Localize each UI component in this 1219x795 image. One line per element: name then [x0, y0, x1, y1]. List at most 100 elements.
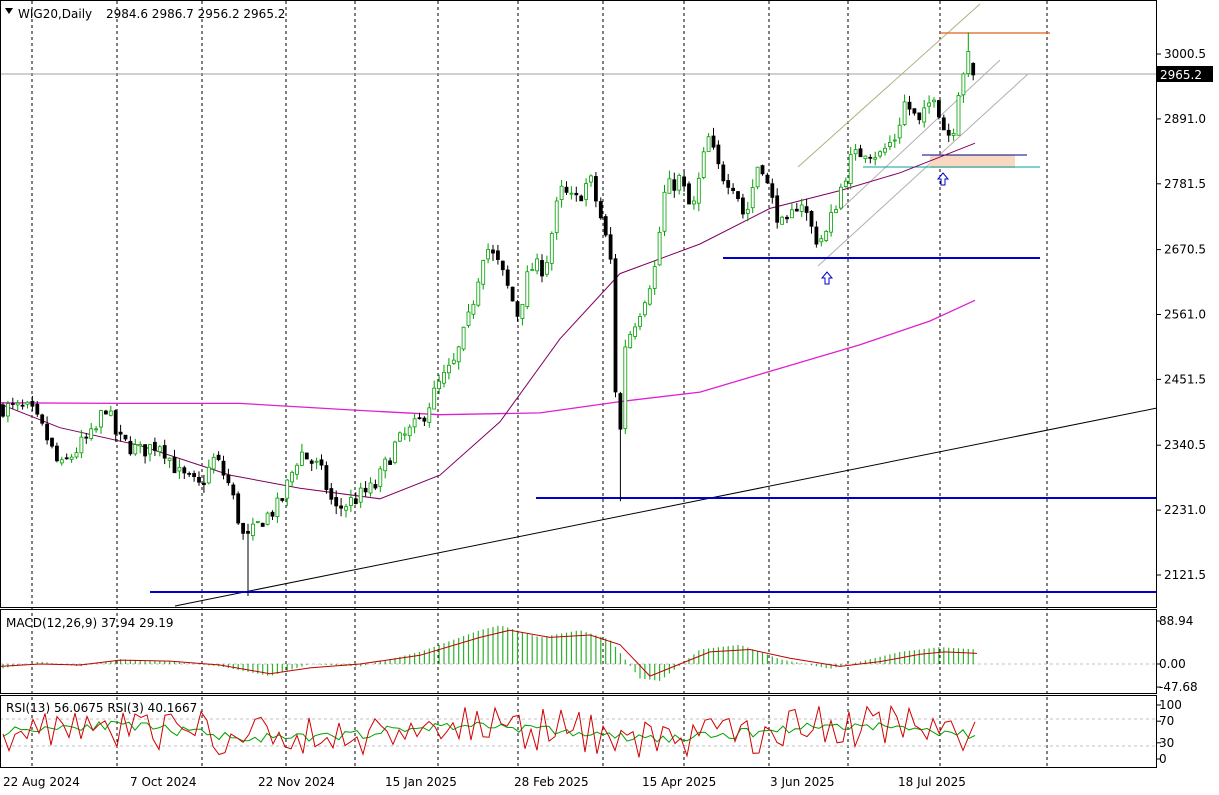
- candle-body: [564, 186, 569, 193]
- macd-signal-line: [0, 629, 978, 677]
- up-arrow-icon: [936, 172, 950, 186]
- candle-body: [500, 260, 505, 271]
- candle-body: [84, 436, 89, 439]
- candle-body: [922, 107, 927, 123]
- candle-body: [466, 311, 471, 326]
- candle-body: [628, 333, 633, 349]
- candle-body: [834, 209, 838, 214]
- candle-body: [59, 459, 64, 464]
- candle-body: [246, 530, 250, 534]
- candle-body: [770, 183, 775, 198]
- fast-moving-average: [0, 142, 976, 500]
- candle-body: [594, 176, 598, 202]
- candle-body: [64, 457, 69, 460]
- price-tick-label: 2451.5: [1164, 372, 1206, 386]
- candle-body: [108, 410, 113, 416]
- main-price-panel: WIG20,Daily 2984.6 2986.7 2956.2 2965.2: [0, 3, 1158, 607]
- candle-body: [966, 51, 971, 75]
- candle-body: [603, 216, 608, 236]
- candle-body: [613, 258, 618, 393]
- candle-body: [167, 457, 172, 461]
- candle-body: [456, 346, 461, 363]
- candle-body: [873, 157, 878, 160]
- candle-body: [69, 456, 74, 460]
- candle-body: [45, 423, 49, 441]
- candle-body: [941, 117, 946, 131]
- candle-body: [574, 192, 579, 196]
- candle-body: [295, 464, 299, 475]
- candle-body: [956, 95, 961, 136]
- candle-body: [123, 434, 128, 440]
- candle-body: [486, 249, 491, 260]
- candle-body: [148, 444, 152, 455]
- candle-body: [99, 410, 103, 428]
- candle-body: [79, 436, 84, 454]
- candle-body: [760, 165, 765, 175]
- candle-body: [804, 206, 809, 213]
- candle-body: [839, 186, 843, 209]
- candle-body: [20, 404, 25, 407]
- candle-body: [888, 142, 892, 147]
- candle-body: [829, 212, 833, 233]
- price-tick-label: 2891.0: [1164, 112, 1206, 126]
- candle-body: [647, 288, 652, 305]
- macd-tick-label: 88.94: [1159, 614, 1193, 628]
- candle-body: [138, 444, 143, 447]
- candle-body: [515, 301, 520, 317]
- candle-body: [221, 460, 226, 476]
- price-tick-label: 2121.5: [1164, 568, 1206, 582]
- candle-body: [407, 426, 412, 437]
- candle-body: [549, 233, 554, 264]
- candle-body: [324, 465, 329, 491]
- price-tick-label: 2561.0: [1164, 308, 1206, 322]
- candle-body: [35, 403, 40, 415]
- candle-body: [329, 488, 334, 500]
- candle-body: [927, 102, 931, 107]
- candle-body: [868, 156, 873, 159]
- candle-body: [809, 211, 814, 227]
- candle-body: [520, 303, 525, 319]
- date-label: 18 Jul 2025: [898, 775, 966, 789]
- candle-body: [241, 522, 246, 534]
- collapse-triangle-icon[interactable]: [5, 8, 13, 14]
- macd-panel: MACD(12,26,9) 37.94 29.19: [0, 616, 1157, 681]
- candle-body: [40, 414, 45, 424]
- candle-body: [652, 266, 657, 289]
- candle-body: [314, 460, 319, 463]
- candle-body: [505, 269, 510, 286]
- price-tick-label: 2670.5: [1164, 243, 1206, 257]
- candle-body: [897, 124, 902, 139]
- candle-body: [902, 101, 907, 125]
- candle-body: [378, 468, 383, 487]
- candle-body: [442, 372, 446, 384]
- candle-body: [799, 204, 804, 212]
- candle-body: [451, 359, 456, 364]
- candle-body: [657, 231, 662, 266]
- candle-body: [25, 401, 30, 405]
- candle-body: [721, 164, 726, 182]
- rsi-axis: 100 70 30 0: [1157, 698, 1182, 766]
- macd-tick-label: -47.68: [1159, 680, 1198, 694]
- date-label: 3 Jun 2025: [770, 775, 835, 789]
- candle-body: [437, 380, 442, 390]
- candle-body: [687, 183, 691, 205]
- macd-tick-label: 0.00: [1159, 657, 1186, 671]
- candle-body: [270, 511, 275, 517]
- candle-body: [417, 417, 422, 420]
- candle-body: [211, 456, 216, 470]
- candle-body: [368, 482, 373, 494]
- candle-body: [696, 177, 701, 204]
- candle-body: [393, 441, 397, 464]
- candle-body: [731, 187, 735, 191]
- date-label: 22 Aug 2024: [3, 775, 80, 789]
- candle-body: [917, 112, 922, 121]
- rsi-panel: RSI(13) 56.0675 RSI(3) 40.1667: [0, 701, 1157, 758]
- chart-title: WIG20,Daily: [18, 7, 92, 21]
- long-trend-line: [174, 407, 1158, 607]
- candle-body: [495, 250, 500, 260]
- candle-body: [623, 346, 628, 429]
- candle-body: [275, 497, 280, 517]
- candle-body: [236, 493, 241, 524]
- price-tick-label: 2231.0: [1164, 503, 1206, 517]
